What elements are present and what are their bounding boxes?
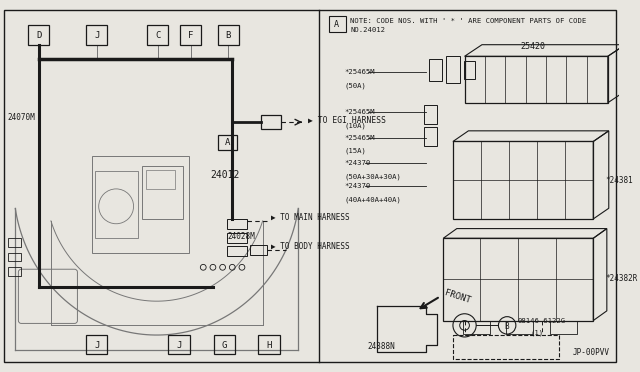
Text: (50A+30A+30A): (50A+30A+30A) bbox=[344, 173, 401, 180]
Text: A: A bbox=[225, 138, 230, 147]
Text: FRONT: FRONT bbox=[444, 288, 472, 305]
Bar bbox=[250, 245, 267, 255]
Bar bbox=[424, 105, 438, 124]
Text: G: G bbox=[222, 341, 227, 350]
Text: *25465M: *25465M bbox=[344, 135, 375, 141]
Text: NO.24012: NO.24012 bbox=[350, 27, 385, 33]
Text: D: D bbox=[36, 32, 42, 41]
Text: 24388N: 24388N bbox=[368, 342, 396, 351]
Bar bbox=[147, 25, 168, 45]
Bar bbox=[180, 25, 202, 45]
Text: (15A): (15A) bbox=[344, 148, 367, 154]
Text: *24381: *24381 bbox=[605, 176, 633, 185]
Text: C: C bbox=[155, 32, 161, 41]
Bar bbox=[142, 166, 183, 219]
Bar bbox=[424, 127, 438, 146]
Text: ▶ TO EGI HARNESS: ▶ TO EGI HARNESS bbox=[308, 116, 386, 125]
Text: H: H bbox=[266, 341, 272, 350]
Bar bbox=[8, 238, 21, 247]
Text: B: B bbox=[226, 32, 231, 41]
Bar bbox=[92, 156, 189, 253]
Bar bbox=[329, 16, 346, 32]
Bar bbox=[28, 25, 49, 45]
Text: J: J bbox=[177, 341, 182, 350]
Text: *24370: *24370 bbox=[344, 183, 371, 189]
Bar bbox=[86, 25, 108, 45]
Bar bbox=[218, 25, 239, 45]
Bar bbox=[227, 246, 247, 256]
Bar bbox=[95, 170, 138, 238]
Text: *24382R: *24382R bbox=[605, 275, 637, 283]
Text: ▶ TO BODY HARNESS: ▶ TO BODY HARNESS bbox=[271, 241, 349, 250]
Text: J: J bbox=[94, 341, 99, 350]
Bar bbox=[465, 56, 608, 103]
Bar bbox=[550, 321, 577, 334]
Text: F: F bbox=[188, 32, 193, 41]
Text: 24070M: 24070M bbox=[8, 113, 35, 122]
Bar bbox=[453, 141, 593, 219]
Bar bbox=[8, 267, 21, 276]
Bar bbox=[453, 335, 559, 359]
Bar bbox=[429, 59, 442, 80]
Text: (1): (1) bbox=[531, 330, 543, 336]
Text: 24012: 24012 bbox=[210, 170, 239, 180]
Text: ▶ TO MAIN HARNESS: ▶ TO MAIN HARNESS bbox=[271, 212, 349, 221]
Text: *25465M: *25465M bbox=[344, 69, 375, 75]
Bar bbox=[146, 170, 175, 189]
Text: 08146-6122G: 08146-6122G bbox=[518, 318, 566, 324]
Bar bbox=[463, 321, 490, 334]
Text: JP-00PVV: JP-00PVV bbox=[573, 348, 610, 357]
Text: 24028M: 24028M bbox=[227, 232, 255, 241]
Bar bbox=[168, 335, 189, 355]
Text: *25465M: *25465M bbox=[344, 109, 375, 115]
Text: (10A): (10A) bbox=[344, 123, 367, 129]
Bar bbox=[218, 135, 237, 150]
Text: (50A): (50A) bbox=[344, 82, 367, 89]
Bar bbox=[506, 321, 533, 334]
Text: NOTE: CODE NOS. WITH ' * ' ARE COMPONENT PARTS OF CODE: NOTE: CODE NOS. WITH ' * ' ARE COMPONENT… bbox=[350, 17, 587, 23]
Bar bbox=[444, 238, 593, 321]
Bar bbox=[463, 61, 476, 78]
Text: 25420: 25420 bbox=[521, 42, 546, 51]
Bar bbox=[86, 335, 108, 355]
Bar bbox=[8, 253, 21, 262]
Bar bbox=[227, 219, 247, 228]
Bar bbox=[227, 233, 247, 243]
Text: J: J bbox=[94, 32, 99, 41]
Bar bbox=[261, 115, 281, 129]
Text: B: B bbox=[505, 322, 509, 331]
Text: (40A+40A+40A): (40A+40A+40A) bbox=[344, 196, 401, 203]
Bar bbox=[259, 335, 280, 355]
Text: A: A bbox=[334, 20, 339, 29]
Bar bbox=[214, 335, 235, 355]
Bar bbox=[446, 56, 460, 83]
Text: *24370: *24370 bbox=[344, 160, 371, 166]
